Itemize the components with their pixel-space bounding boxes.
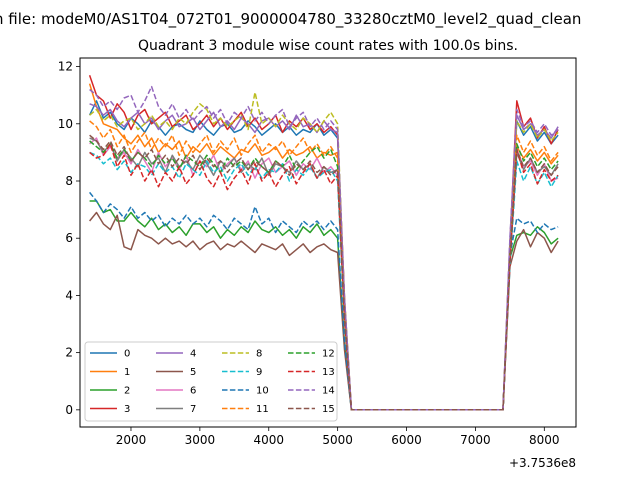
axes-frame bbox=[79, 57, 577, 428]
legend-label-8: 8 bbox=[256, 349, 262, 360]
y-tick-label: 12 bbox=[58, 60, 73, 74]
legend-label-2: 2 bbox=[124, 386, 130, 397]
x-tick-label: 6000 bbox=[391, 433, 422, 447]
x-tick-label: 8000 bbox=[529, 433, 560, 447]
legend-label-5: 5 bbox=[190, 367, 196, 378]
series-line-11 bbox=[89, 120, 559, 411]
y-axis: 0 2 4 6 8 10 12 bbox=[58, 60, 80, 417]
legend-label-11: 11 bbox=[256, 404, 269, 415]
y-tick-label: 2 bbox=[65, 346, 73, 360]
legend-label-14: 14 bbox=[322, 386, 335, 397]
x-tick-label: 2000 bbox=[116, 433, 147, 447]
legend-label-0: 0 bbox=[124, 349, 130, 360]
x-tick-label: 7000 bbox=[460, 433, 491, 447]
x-tick-label: 5000 bbox=[322, 433, 353, 447]
legend-label-6: 6 bbox=[190, 386, 196, 397]
x-tick-label: 4000 bbox=[253, 433, 284, 447]
legend-label-12: 12 bbox=[322, 349, 335, 360]
y-tick-label: 10 bbox=[58, 117, 73, 131]
y-tick-label: 6 bbox=[65, 231, 73, 245]
legend-label-13: 13 bbox=[322, 367, 335, 378]
series-line-15 bbox=[89, 134, 559, 411]
y-tick-label: 4 bbox=[65, 288, 73, 302]
legend-label-10: 10 bbox=[256, 386, 269, 397]
y-tick-label: 0 bbox=[65, 403, 73, 417]
x-axis: 2000 3000 4000 5000 6000 7000 8000 bbox=[116, 427, 560, 447]
legend-box bbox=[84, 341, 338, 422]
figure-suptitle: n file: modeM0/AS1T04_072T01_9000004780_… bbox=[0, 10, 581, 29]
x-offset-label: +3.7536e8 bbox=[509, 456, 576, 470]
legend-label-7: 7 bbox=[190, 404, 196, 415]
legend-label-15: 15 bbox=[322, 404, 335, 415]
x-tick-label: 3000 bbox=[185, 433, 216, 447]
series-layer bbox=[88, 74, 559, 411]
legend-label-9: 9 bbox=[256, 367, 262, 378]
legend-label-1: 1 bbox=[124, 367, 130, 378]
y-tick-label: 8 bbox=[65, 174, 73, 188]
chart-title: Quadrant 3 module wise count rates with … bbox=[138, 38, 518, 54]
legend-label-4: 4 bbox=[190, 349, 196, 360]
legend-label-3: 3 bbox=[124, 404, 130, 415]
